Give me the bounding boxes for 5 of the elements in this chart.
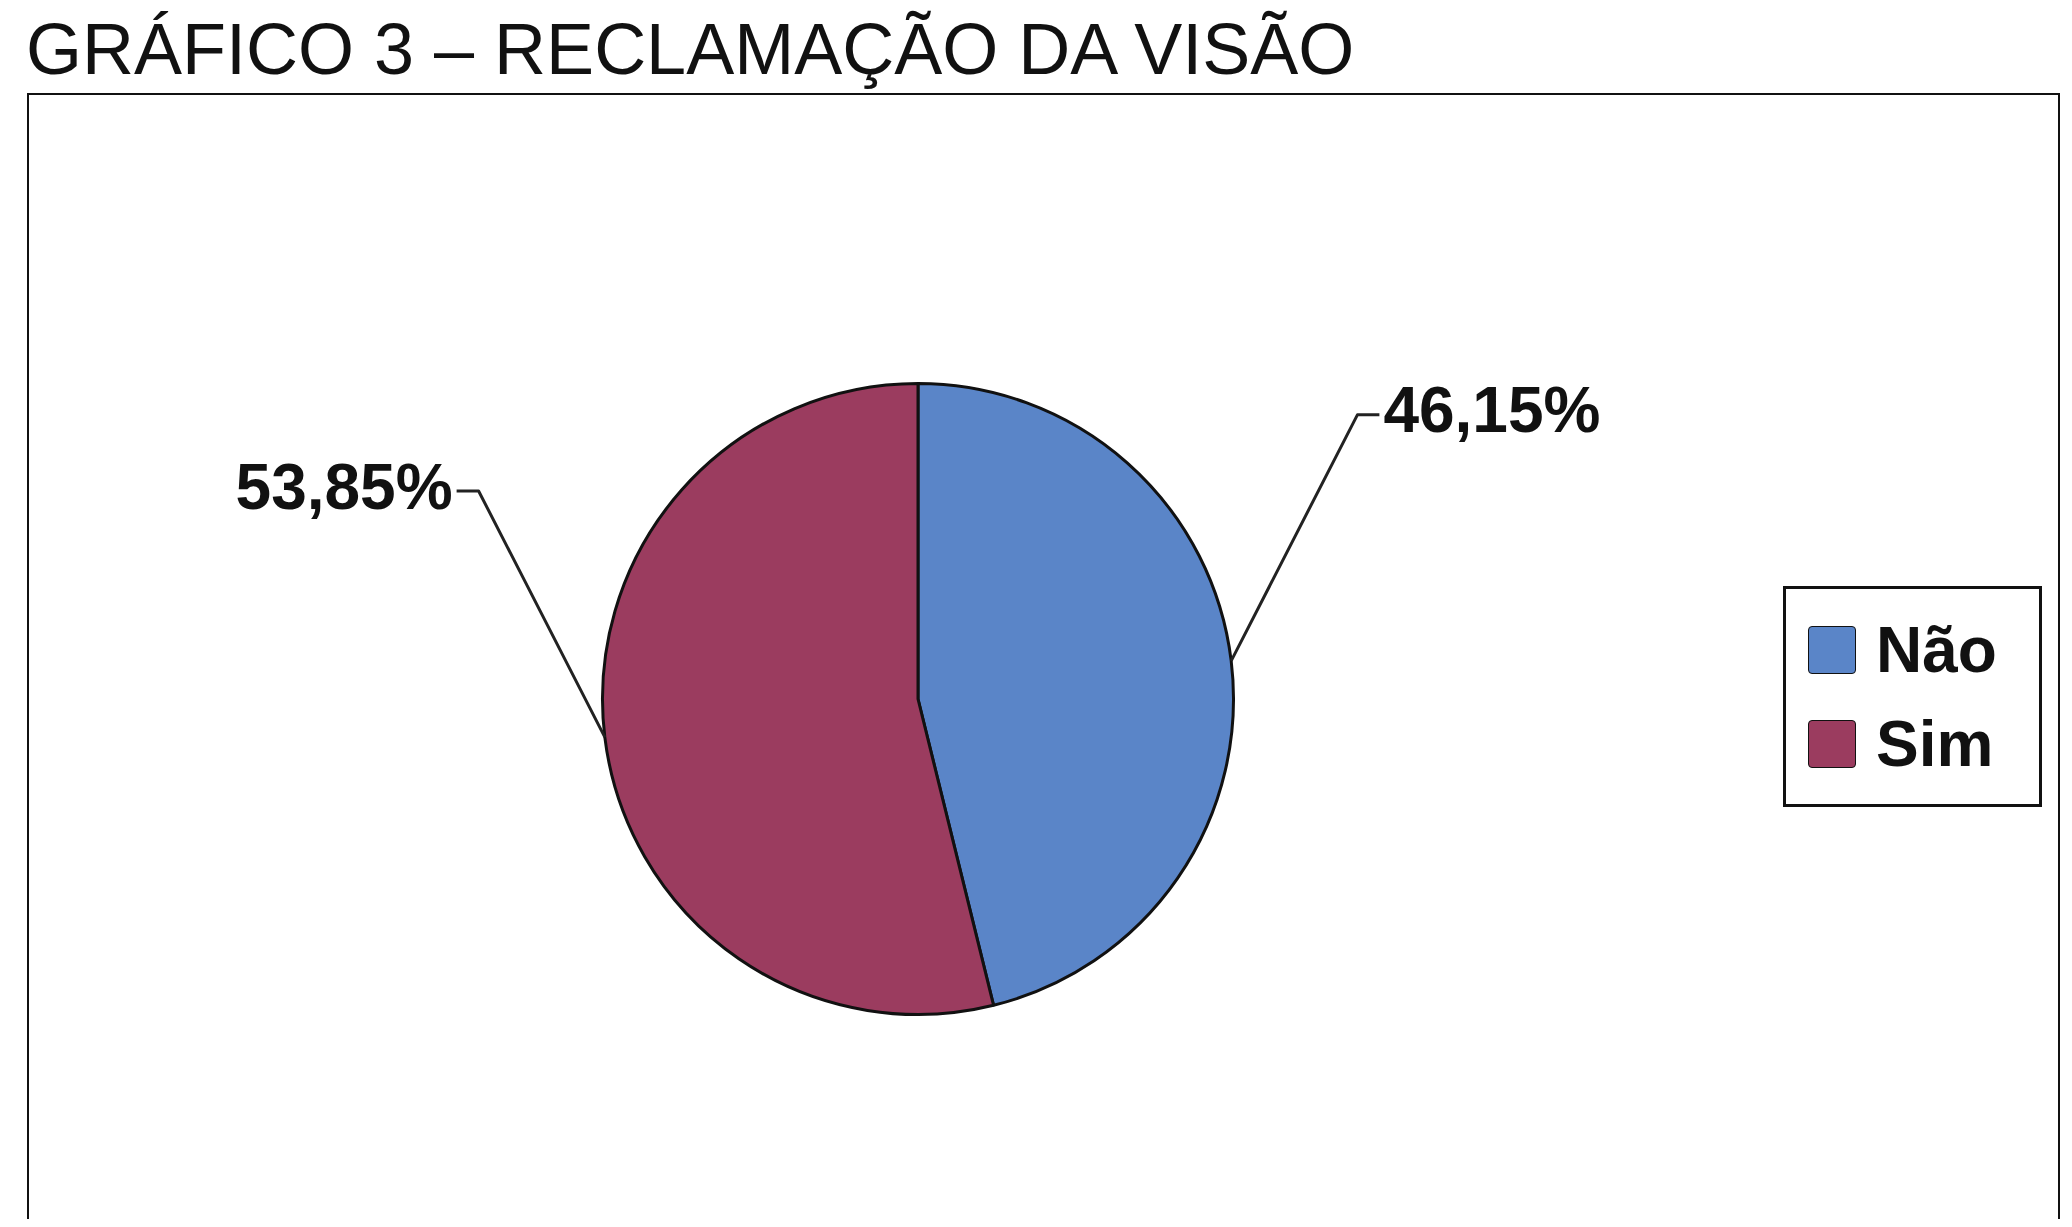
data-label: 53,85% bbox=[235, 450, 453, 523]
legend-label: Não bbox=[1876, 613, 1997, 686]
chart-title: GRÁFICO 3 – RECLAMAÇÃO DA VISÃO bbox=[26, 8, 1355, 90]
data-label: 46,15% bbox=[1383, 374, 1601, 447]
legend-label: Sim bbox=[1876, 707, 1994, 780]
